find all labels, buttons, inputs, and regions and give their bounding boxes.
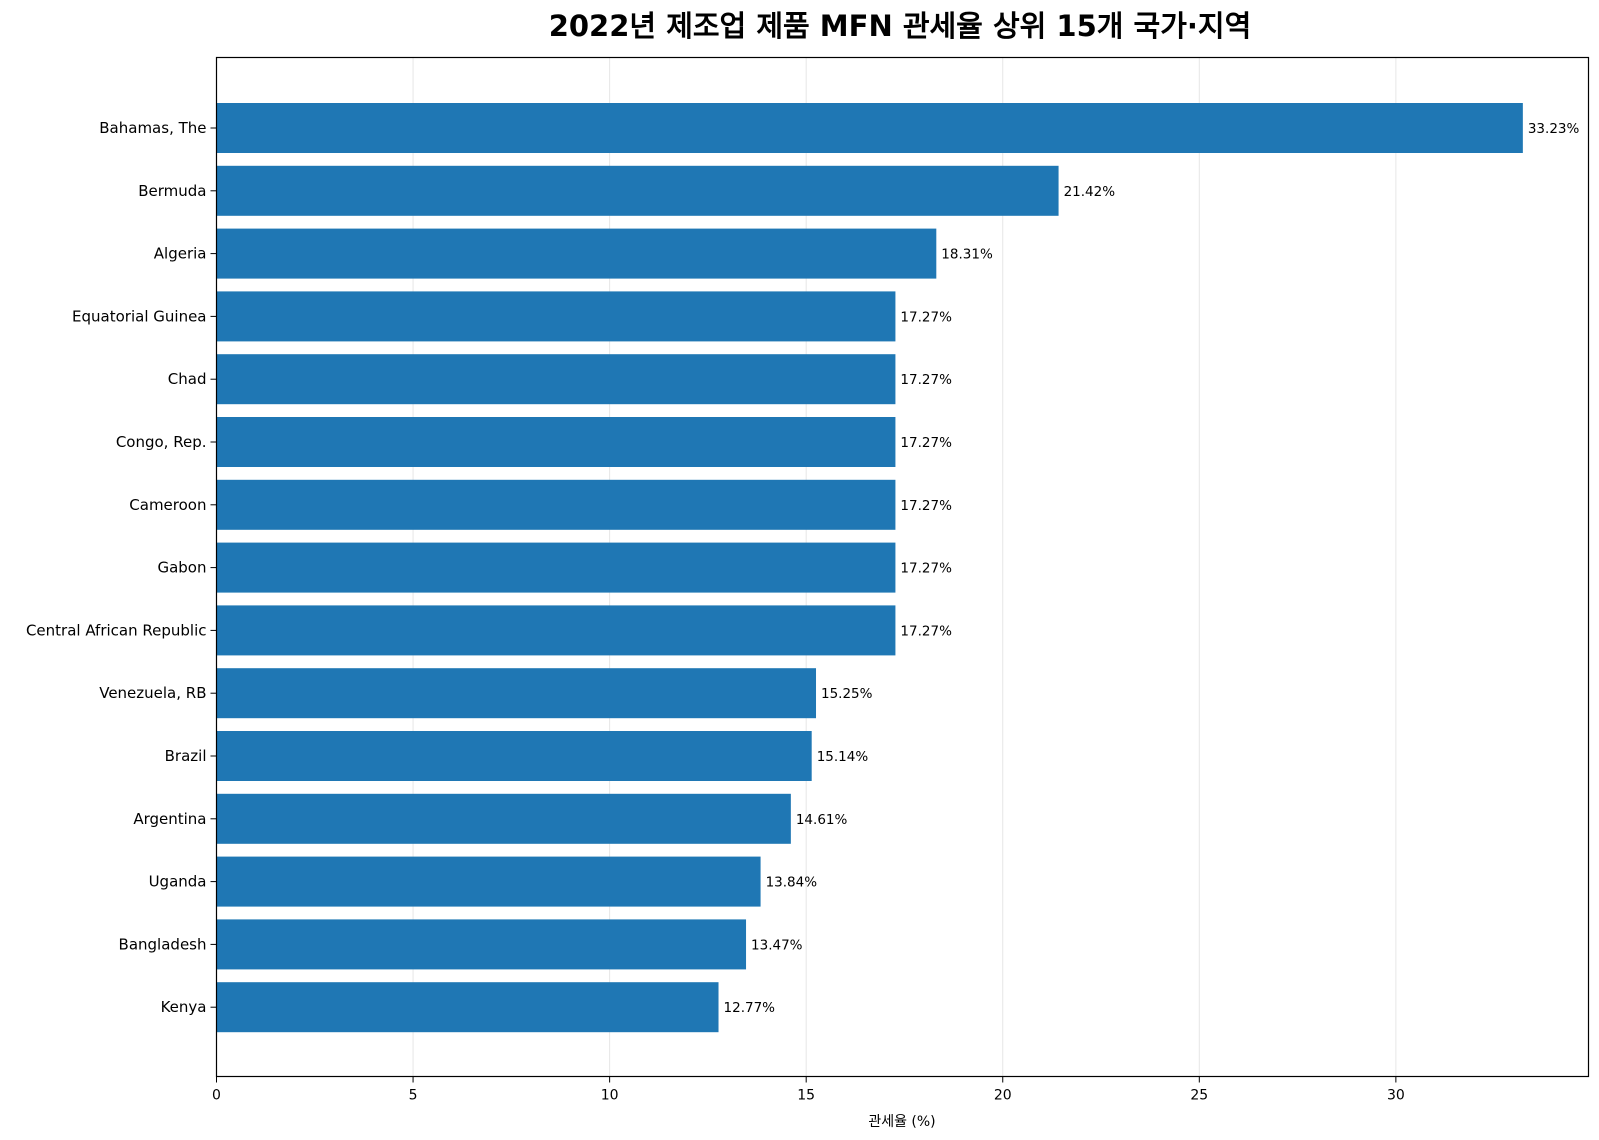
y-tick-label: Bangladesh xyxy=(119,935,207,953)
data-label: 18.31% xyxy=(941,247,993,263)
y-tick-label: Uganda xyxy=(149,873,207,891)
bar xyxy=(216,354,896,405)
x-tick-label: 25 xyxy=(1190,1088,1208,1104)
y-tick-label: Cameroon xyxy=(129,496,206,514)
data-label: 15.25% xyxy=(821,686,873,702)
x-tick-label: 15 xyxy=(797,1088,815,1104)
bar xyxy=(216,793,791,844)
value-labels-layer: 33.23% 21.42% 18.31% 17.27% 17.27% 17.27% 17.2… xyxy=(724,121,1580,1016)
bar xyxy=(216,417,896,467)
bar xyxy=(216,919,747,970)
x-tick-label: 30 xyxy=(1387,1088,1405,1104)
y-tick-label: Kenya xyxy=(161,998,207,1016)
data-label: 17.27% xyxy=(900,623,952,639)
bar xyxy=(216,542,896,593)
chart-title: 2022년 제조업 제품 MFN 관세율 상위 15개 국가·지역 xyxy=(549,9,1252,43)
bar xyxy=(216,291,896,342)
bar xyxy=(216,228,937,279)
x-tick-label: 5 xyxy=(409,1088,418,1104)
bar xyxy=(216,856,761,907)
x-axis: 0 5 10 15 20 25 30 xyxy=(212,1076,1405,1104)
y-tick-label: Algeria xyxy=(154,245,207,263)
x-axis-label: 관세율 (%) xyxy=(868,1114,935,1130)
x-tick-label: 0 xyxy=(212,1088,221,1104)
data-label: 33.23% xyxy=(1528,121,1580,137)
data-label: 14.61% xyxy=(796,812,848,828)
data-label: 17.27% xyxy=(900,561,952,577)
y-tick-label: Brazil xyxy=(165,747,207,765)
bar xyxy=(216,605,896,656)
bar xyxy=(216,479,896,530)
data-label: 17.27% xyxy=(900,309,952,325)
bar xyxy=(216,103,1523,153)
y-tick-label: Argentina xyxy=(133,810,206,828)
data-label: 13.84% xyxy=(766,875,818,891)
y-tick-label: Central African Republic xyxy=(26,621,207,639)
bar xyxy=(216,165,1059,216)
x-tick-label: 10 xyxy=(601,1088,619,1104)
y-tick-label: Bermuda xyxy=(138,182,206,200)
data-label: 17.27% xyxy=(900,435,952,451)
bar xyxy=(216,731,812,781)
y-tick-label: Bahamas, The xyxy=(99,119,206,137)
data-label: 17.27% xyxy=(900,372,952,388)
data-label: 17.27% xyxy=(900,498,952,514)
y-tick-label: Chad xyxy=(168,370,207,388)
y-tick-label: Venezuela, RB xyxy=(99,684,206,702)
bar xyxy=(216,668,817,719)
x-tick-label: 20 xyxy=(994,1088,1012,1104)
y-axis: Bahamas, The Bermuda Algeria Equatorial Gui… xyxy=(26,119,217,1016)
y-tick-label: Congo, Rep. xyxy=(116,433,207,451)
data-label: 21.42% xyxy=(1064,184,1116,200)
bars-layer xyxy=(216,103,1523,1033)
plot-frame xyxy=(215,56,1590,1078)
data-label: 15.14% xyxy=(817,749,869,765)
data-label: 12.77% xyxy=(724,1000,776,1016)
y-tick-label: Gabon xyxy=(157,559,206,577)
y-tick-label: Equatorial Guinea xyxy=(72,307,206,325)
bar xyxy=(216,982,719,1033)
data-label: 13.47% xyxy=(751,937,803,953)
